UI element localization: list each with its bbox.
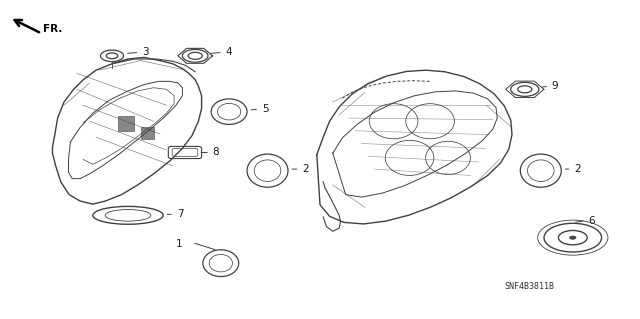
Text: FR.: FR. [43, 24, 62, 34]
Text: 5: 5 [262, 104, 268, 114]
Text: 7: 7 [177, 209, 183, 219]
Text: 1: 1 [176, 239, 182, 249]
Circle shape [570, 236, 576, 239]
Text: SNF4B3811B: SNF4B3811B [504, 282, 554, 291]
Text: 4: 4 [225, 47, 232, 57]
FancyBboxPatch shape [118, 116, 134, 131]
FancyBboxPatch shape [141, 127, 154, 139]
Text: 2: 2 [302, 164, 308, 174]
Text: 6: 6 [588, 216, 595, 226]
Text: 8: 8 [212, 147, 219, 158]
Text: 9: 9 [552, 81, 558, 91]
Text: 3: 3 [142, 47, 148, 57]
Text: 2: 2 [574, 164, 580, 174]
